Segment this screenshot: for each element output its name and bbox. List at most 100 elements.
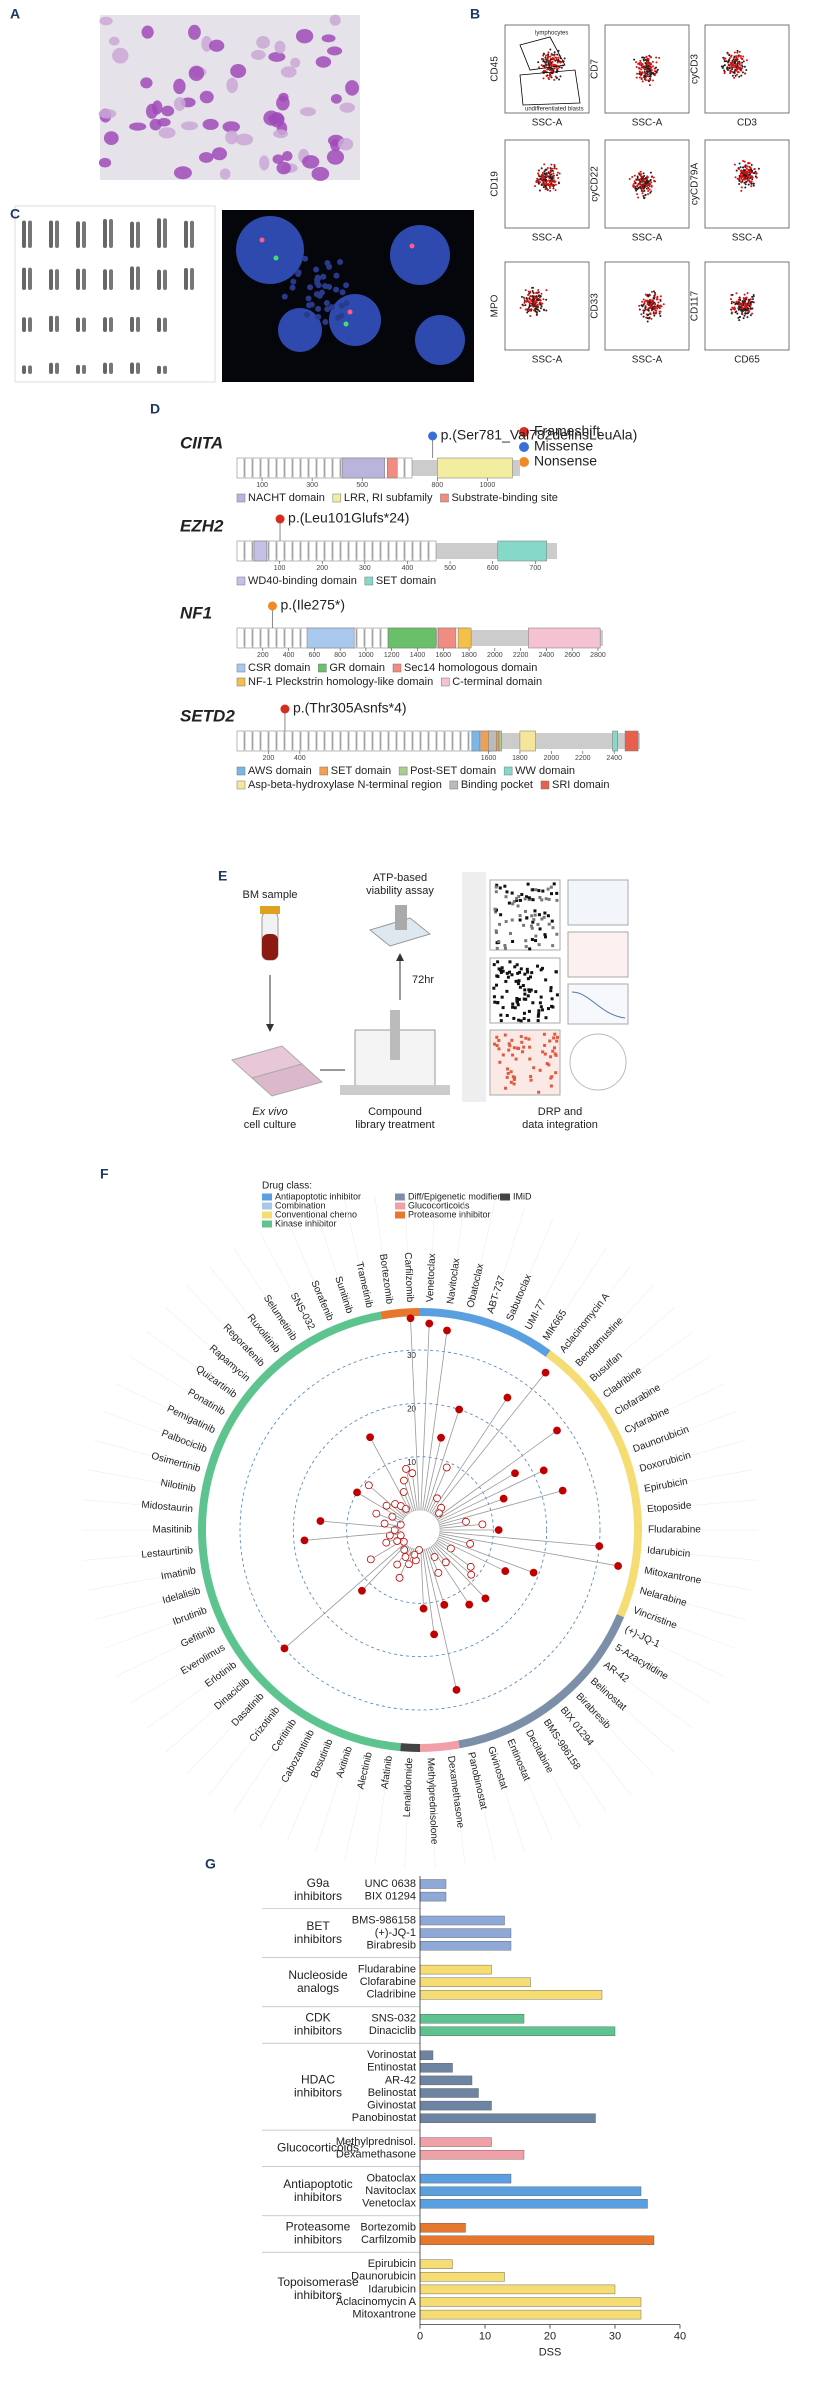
event-dot	[646, 75, 649, 78]
chromosome	[22, 267, 26, 290]
event-dot	[563, 57, 566, 60]
cell	[272, 154, 284, 165]
drug-label: Afatinib	[380, 1755, 395, 1790]
heatmap-cell	[555, 993, 559, 997]
event-dot	[728, 57, 731, 60]
event-dot	[547, 55, 550, 58]
cell	[173, 97, 186, 111]
protein-domain	[498, 730, 502, 752]
heatmap-cell	[497, 1047, 501, 1051]
heatmap-cell	[496, 960, 500, 964]
spoke	[621, 1626, 725, 1677]
event-dot	[749, 302, 752, 305]
heatmap-cell	[506, 1071, 510, 1075]
lollipop-stem	[438, 1498, 504, 1524]
plate	[250, 1063, 324, 1097]
group-label: analogs	[297, 1981, 339, 1995]
spoke	[209, 1265, 281, 1356]
heatmap-cell	[551, 1049, 555, 1053]
heatmap-cell	[517, 1018, 521, 1022]
event-dot	[545, 75, 548, 78]
event-dot	[649, 304, 652, 307]
spoke	[543, 1247, 607, 1344]
exon-box	[364, 540, 373, 562]
lollipop-head	[499, 1494, 508, 1503]
heatmap-cell	[538, 927, 542, 931]
lollipop-head	[455, 1405, 464, 1414]
workflow	[230, 872, 629, 1102]
event-dot	[741, 71, 744, 74]
bar	[419, 1977, 531, 1987]
class-arc	[400, 1743, 421, 1752]
exon-box	[284, 457, 293, 479]
flow-y-label: cyCD3	[690, 54, 701, 84]
lollipop-head	[393, 1560, 402, 1569]
event-dot	[745, 298, 748, 301]
event-dot	[542, 308, 545, 311]
class-arc	[419, 1740, 460, 1752]
event-dot	[742, 55, 745, 58]
heatmap-cell	[541, 889, 545, 893]
event-dot	[552, 174, 555, 177]
heatmap-cell	[543, 911, 547, 915]
event-dot	[725, 60, 728, 63]
protein-domain	[437, 457, 513, 479]
drug-label: Gefitinib	[179, 1624, 217, 1650]
event-dot	[540, 179, 543, 182]
lollipop-head	[437, 1433, 445, 1442]
exon-box	[420, 730, 429, 752]
legend-label: Conventional chemo	[275, 1209, 357, 1219]
spoke	[259, 1727, 315, 1828]
heatmap-cell	[542, 915, 546, 919]
event-dot	[743, 177, 746, 180]
heatmap-cell	[498, 922, 502, 926]
domain-legend-swatch	[392, 663, 402, 673]
chromosome	[82, 221, 86, 248]
metaphase-chromosome	[333, 272, 340, 279]
event-dot	[553, 51, 556, 54]
bar	[419, 1964, 492, 1975]
metaphase-chromosome	[326, 283, 333, 290]
group-label: inhibitors	[294, 2233, 342, 2247]
event-dot	[644, 79, 647, 82]
event-dot	[551, 67, 554, 70]
chromosome	[49, 269, 53, 290]
event-dot	[737, 55, 740, 58]
event-dot	[743, 293, 746, 296]
lollipop-head	[400, 1476, 408, 1485]
cell	[98, 109, 117, 119]
x-tick-label: 10	[479, 2331, 491, 2343]
heatmap-cell	[546, 887, 550, 891]
spoke	[186, 1691, 266, 1775]
event-dot	[746, 307, 749, 310]
bar-category-label: Panobinostat	[352, 2112, 416, 2124]
bar-category-label: Birabresib	[366, 1940, 416, 1952]
lollipop-head	[481, 1594, 490, 1603]
event-dot	[654, 306, 657, 309]
event-dot	[534, 185, 537, 188]
lollipop-head	[465, 1600, 474, 1609]
event-dot	[731, 300, 734, 303]
heatmap-cell	[543, 935, 547, 939]
event-dot	[537, 61, 540, 64]
spoke	[344, 1748, 371, 1860]
workflow-label: data integration	[522, 1119, 598, 1131]
lollipop-head	[466, 1539, 475, 1548]
lollipop-head	[401, 1553, 410, 1561]
correlation-plot	[567, 931, 629, 978]
heatmap-cell	[538, 1001, 542, 1005]
event-dot	[728, 67, 731, 70]
lollipop-stem	[436, 1472, 516, 1521]
drug-label: Idelalisib	[161, 1585, 202, 1606]
event-dot	[723, 58, 726, 61]
event-dot	[752, 294, 755, 297]
heatmap-cell	[553, 1052, 557, 1056]
tick-label: 500	[356, 482, 368, 489]
arrow-head	[396, 953, 404, 961]
chromosome	[103, 362, 107, 374]
exon-box	[428, 730, 437, 752]
event-dot	[535, 311, 538, 314]
event-dot	[545, 61, 548, 64]
cell	[311, 166, 330, 181]
protein-domain	[519, 730, 536, 752]
